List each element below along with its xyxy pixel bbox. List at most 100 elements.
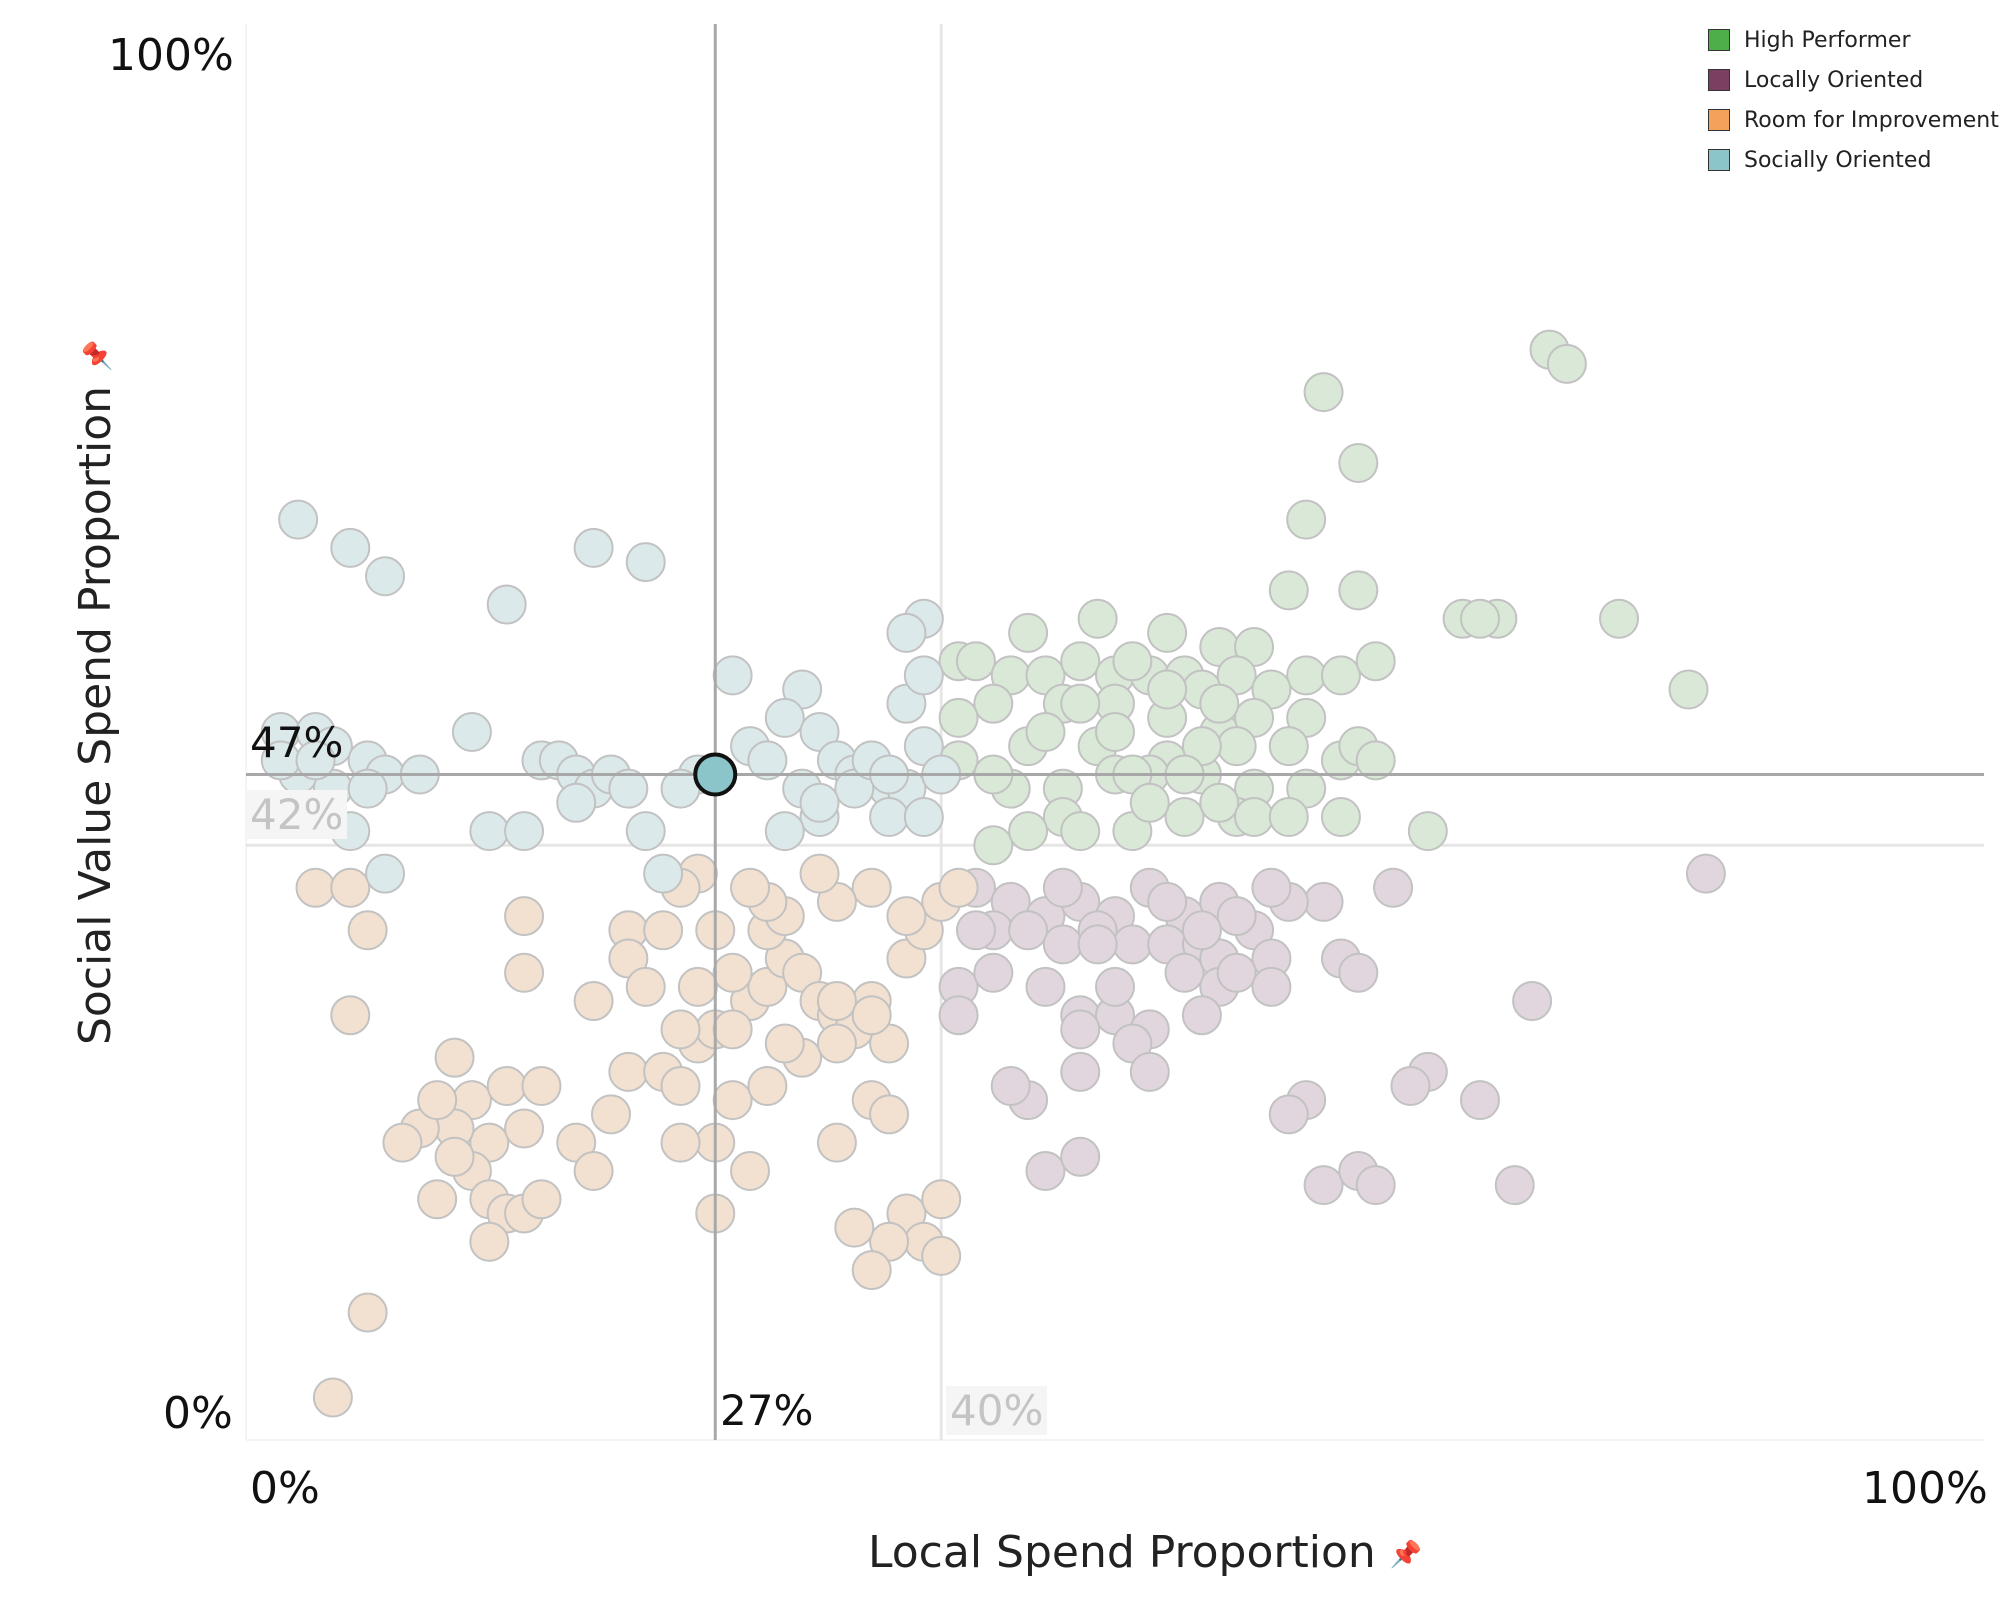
data-point-high-performer (1077, 598, 1118, 639)
legend-label: Locally Oriented (1744, 67, 1924, 93)
data-point-locally-oriented (1008, 910, 1049, 951)
data-point-room-for-improvement (417, 1080, 458, 1121)
data-point-high-performer (1320, 655, 1361, 696)
x-max-label: 100% (1862, 1463, 1988, 1514)
data-point-locally-oriented (1512, 981, 1553, 1022)
data-point-high-performer (938, 697, 979, 738)
data-point-room-for-improvement (347, 910, 388, 951)
data-point-socially-oriented (625, 811, 666, 852)
data-point-socially-oriented (764, 697, 805, 738)
y-min-label: 0% (163, 1388, 233, 1439)
data-point-socially-oriented (712, 655, 753, 696)
data-point-high-performer (1008, 612, 1049, 653)
legend-item-locally-oriented[interactable]: Locally Oriented (1708, 60, 1999, 100)
data-point-locally-oriented (1129, 1051, 1170, 1092)
data-point-locally-oriented (1303, 881, 1344, 922)
data-point-room-for-improvement (921, 1235, 962, 1276)
data-point-socially-oriented (486, 584, 527, 625)
legend-swatch (1708, 29, 1730, 51)
pin-icon[interactable]: 📌 (83, 339, 113, 372)
x-axis-title: Local Spend Proportion 📌 (868, 1527, 1422, 1578)
data-point-room-for-improvement (330, 867, 371, 908)
data-point-socially-oriented (799, 782, 840, 823)
data-point-high-performer (1199, 782, 1240, 823)
selected-reference-lines (246, 24, 1984, 1440)
data-point-locally-oriented (938, 995, 979, 1036)
data-point-high-performer (1599, 598, 1640, 639)
data-point-high-performer (1060, 641, 1101, 682)
data-point-room-for-improvement (521, 1066, 562, 1106)
y-axis-title-text: Social Value Spend Proportion (70, 385, 121, 1045)
data-points (260, 329, 1726, 1418)
data-point-socially-oriented (451, 712, 492, 752)
legend-swatch (1708, 109, 1730, 131)
data-point-high-performer (1320, 796, 1361, 837)
data-point-high-performer (1459, 598, 1500, 639)
data-point-room-for-improvement (660, 1009, 701, 1050)
data-point-locally-oriented (1216, 896, 1257, 937)
data-point-high-performer (1129, 782, 1170, 823)
data-point-locally-oriented (1164, 952, 1205, 993)
data-point-high-performer (1355, 740, 1396, 781)
x-axis-title-text: Local Spend Proportion (868, 1527, 1376, 1578)
legend-item-socially-oriented[interactable]: Socially Oriented (1708, 140, 1999, 180)
data-point-room-for-improvement (816, 1122, 857, 1163)
data-point-socially-oriented (295, 740, 336, 781)
data-point-room-for-improvement (608, 1051, 649, 1092)
selected-y-label: 47% (250, 718, 344, 767)
data-point-high-performer (1546, 343, 1587, 384)
data-point-high-performer (1286, 499, 1327, 540)
data-point-locally-oriented (1112, 924, 1153, 965)
data-point-high-performer (1268, 796, 1309, 837)
data-point-room-for-improvement (382, 1122, 423, 1163)
data-point-room-for-improvement (677, 966, 718, 1007)
data-point-locally-oriented (1373, 867, 1414, 908)
data-point-room-for-improvement (504, 952, 545, 993)
legend-item-high-performer[interactable]: High Performer (1708, 20, 1999, 60)
data-point-room-for-improvement (851, 995, 892, 1036)
pin-icon[interactable]: 📌 (1389, 1540, 1423, 1570)
data-point-room-for-improvement (851, 867, 892, 908)
data-point-locally-oriented (1181, 995, 1222, 1036)
data-point-room-for-improvement (660, 1122, 701, 1163)
data-point-locally-oriented (1042, 867, 1083, 908)
data-point-high-performer (1147, 669, 1188, 710)
data-point-locally-oriented (1025, 1150, 1066, 1191)
legend-label: High Performer (1744, 27, 1911, 53)
data-point-locally-oriented (1060, 1009, 1101, 1050)
data-point-socially-oriented (903, 796, 944, 837)
data-point-high-performer (1338, 442, 1379, 483)
data-point-room-for-improvement (712, 1080, 753, 1121)
data-point-socially-oriented (886, 612, 927, 653)
highlighted-point (693, 752, 738, 797)
data-point-room-for-improvement (643, 910, 684, 951)
data-point-high-performer (1147, 612, 1188, 653)
data-point-room-for-improvement (851, 1250, 892, 1291)
legend-item-room-for-improvement[interactable]: Room for Improvement (1708, 100, 1999, 140)
data-point-locally-oriented (1042, 924, 1083, 965)
data-point-room-for-improvement (312, 1377, 353, 1418)
data-point-high-performer (1025, 712, 1066, 752)
data-point-locally-oriented (1685, 853, 1726, 894)
data-point-room-for-improvement (573, 1150, 614, 1191)
data-point-room-for-improvement (417, 1179, 458, 1220)
data-point-socially-oriented (278, 499, 319, 540)
data-point-room-for-improvement (712, 1009, 753, 1050)
data-point-locally-oriented (955, 910, 996, 951)
data-point-room-for-improvement (712, 952, 753, 993)
data-point-room-for-improvement (816, 981, 857, 1022)
data-point-high-performer (1216, 726, 1257, 767)
data-point-room-for-improvement (486, 1066, 527, 1106)
data-point-locally-oriented (1251, 867, 1292, 908)
data-point-room-for-improvement (625, 966, 666, 1007)
plot-frame (245, 24, 1984, 1441)
data-point-high-performer (1338, 570, 1379, 611)
legend: High Performer Locally Oriented Room for… (1708, 20, 1999, 180)
legend-swatch (1708, 69, 1730, 91)
data-point-room-for-improvement (590, 1094, 631, 1135)
data-point-socially-oriented (573, 527, 614, 568)
data-point-room-for-improvement (434, 1136, 475, 1177)
x-min-label: 0% (250, 1463, 320, 1514)
data-point-high-performer (1286, 655, 1327, 696)
data-point-socially-oriented (469, 811, 510, 852)
